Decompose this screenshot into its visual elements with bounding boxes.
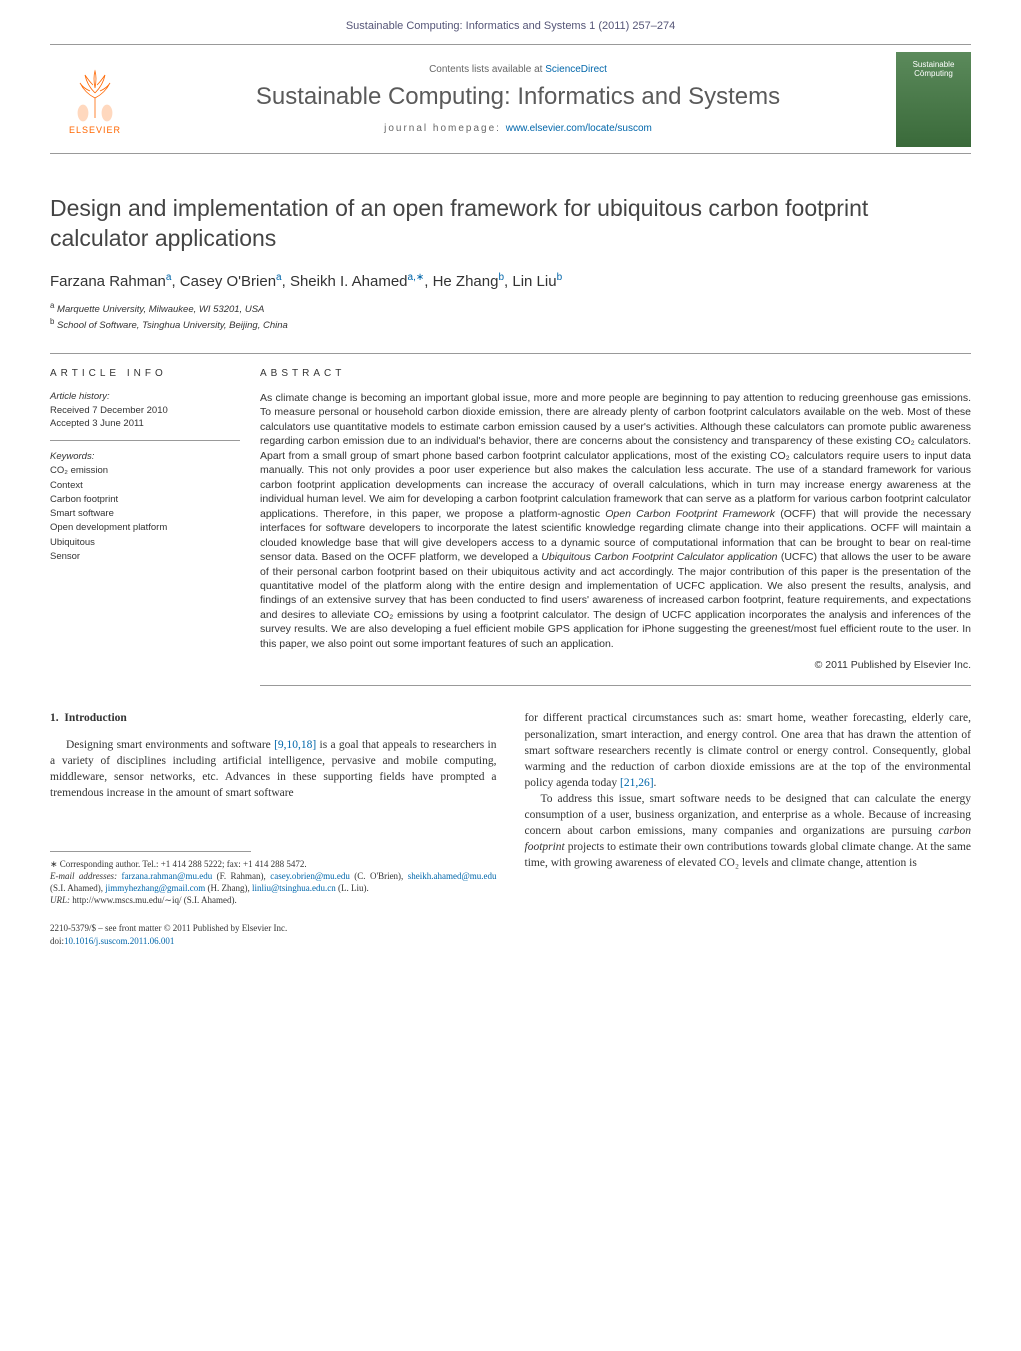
- info-abstract-row: article info Article history: Received 7…: [50, 353, 971, 687]
- email-link[interactable]: casey.obrien@mu.edu: [270, 871, 350, 881]
- doi-line: doi:10.1016/j.suscom.2011.06.001: [50, 935, 497, 948]
- email-addresses: E-mail addresses: farzana.rahman@mu.edu …: [50, 870, 497, 894]
- contents-available-line: Contents lists available at ScienceDirec…: [160, 64, 876, 75]
- keyword-item: Open development platform: [50, 521, 240, 535]
- col1-para1: Designing smart environments and softwar…: [50, 737, 497, 801]
- cover-text-2: Cōmputing: [914, 69, 953, 79]
- abstract-column: abstract As climate change is becoming a…: [260, 368, 971, 687]
- section-title-text: Introduction: [64, 712, 126, 724]
- affiliation-line: a Marquette University, Milwaukee, WI 53…: [50, 300, 971, 316]
- email-link[interactable]: linliu@tsinghua.edu.cn: [252, 883, 336, 893]
- article-info-heading: article info: [50, 368, 240, 379]
- footnotes: ∗ Corresponding author. Tel.: +1 414 288…: [50, 858, 497, 907]
- abstract-heading: abstract: [260, 368, 971, 379]
- url-label: URL:: [50, 895, 70, 905]
- elsevier-tree-icon: [65, 63, 125, 123]
- keyword-item: Carbon footprint: [50, 493, 240, 507]
- elsevier-logo: ELSEVIER: [50, 54, 140, 144]
- abstract-copyright: © 2011 Published by Elsevier Inc.: [260, 659, 971, 671]
- keywords-label: Keywords:: [50, 451, 240, 462]
- body-column-left: 1. Introduction Designing smart environm…: [50, 710, 497, 947]
- keyword-item: Context: [50, 479, 240, 493]
- keywords-block: Keywords: CO₂ emissionContextCarbon foot…: [50, 451, 240, 564]
- journal-cover-thumbnail: Sustainable Cōmputing: [896, 52, 971, 147]
- abstract-text: As climate change is becoming an importa…: [260, 391, 971, 652]
- keyword-item: Ubiquitous: [50, 536, 240, 550]
- accepted-line: Accepted 3 June 2011: [50, 417, 240, 430]
- corresponding-author-note: ∗ Corresponding author. Tel.: +1 414 288…: [50, 858, 497, 870]
- contents-prefix: Contents lists available at: [429, 64, 545, 75]
- affiliation-line: b School of Software, Tsinghua Universit…: [50, 316, 971, 332]
- col2-para1: for different practical circumstances su…: [525, 710, 972, 790]
- ref-link[interactable]: [21,26]: [620, 777, 654, 789]
- authors-line: Farzana Rahmana, Casey O'Briena, Sheikh …: [50, 272, 971, 290]
- article-info-column: article info Article history: Received 7…: [50, 368, 260, 687]
- body-columns: 1. Introduction Designing smart environm…: [50, 710, 971, 947]
- issn-line: 2210-5379/$ – see front matter © 2011 Pu…: [50, 922, 497, 935]
- section-number: 1.: [50, 712, 59, 724]
- doi-link[interactable]: 10.1016/j.suscom.2011.06.001: [64, 936, 174, 946]
- banner-center: Contents lists available at ScienceDirec…: [160, 64, 876, 134]
- url-line: URL: http://www.mscs.mu.edu/∼iq/ (S.I. A…: [50, 894, 497, 906]
- journal-banner: ELSEVIER Contents lists available at Sci…: [50, 44, 971, 154]
- col2-para2: To address this issue, smart software ne…: [525, 791, 972, 871]
- history-label: Article history:: [50, 391, 240, 402]
- doi-prefix: doi:: [50, 936, 64, 946]
- page-footer: 2210-5379/$ – see front matter © 2011 Pu…: [50, 922, 497, 947]
- sciencedirect-link[interactable]: ScienceDirect: [545, 64, 607, 75]
- email-link[interactable]: farzana.rahman@mu.edu: [121, 871, 212, 881]
- keyword-item: CO₂ emission: [50, 464, 240, 478]
- citation-link[interactable]: Sustainable Computing: Informatics and S…: [346, 20, 675, 32]
- cover-text-1: Sustainable: [913, 60, 955, 70]
- body-column-right: for different practical circumstances su…: [525, 710, 972, 947]
- ref-link[interactable]: [9,10,18]: [274, 739, 316, 751]
- homepage-line: journal homepage: www.elsevier.com/locat…: [160, 123, 876, 134]
- footnote-divider: [50, 851, 251, 852]
- affiliations: a Marquette University, Milwaukee, WI 53…: [50, 300, 971, 333]
- homepage-prefix: journal homepage:: [384, 123, 506, 134]
- keyword-item: Smart software: [50, 507, 240, 521]
- url-value: http://www.mscs.mu.edu/∼iq/: [72, 895, 181, 905]
- email-link[interactable]: jimmyhezhang@gmail.com: [105, 883, 205, 893]
- journal-citation: Sustainable Computing: Informatics and S…: [50, 20, 971, 32]
- received-line: Received 7 December 2010: [50, 404, 240, 417]
- elsevier-label: ELSEVIER: [69, 125, 121, 135]
- keyword-item: Sensor: [50, 550, 240, 564]
- journal-title: Sustainable Computing: Informatics and S…: [160, 83, 876, 111]
- article-title: Design and implementation of an open fra…: [50, 194, 971, 254]
- section-1-title: 1. Introduction: [50, 710, 497, 726]
- email-link[interactable]: sheikh.ahamed@mu.edu: [408, 871, 497, 881]
- article-history-block: Article history: Received 7 December 201…: [50, 391, 240, 442]
- url-who: (S.I. Ahamed).: [184, 895, 237, 905]
- homepage-link[interactable]: www.elsevier.com/locate/suscom: [506, 123, 652, 134]
